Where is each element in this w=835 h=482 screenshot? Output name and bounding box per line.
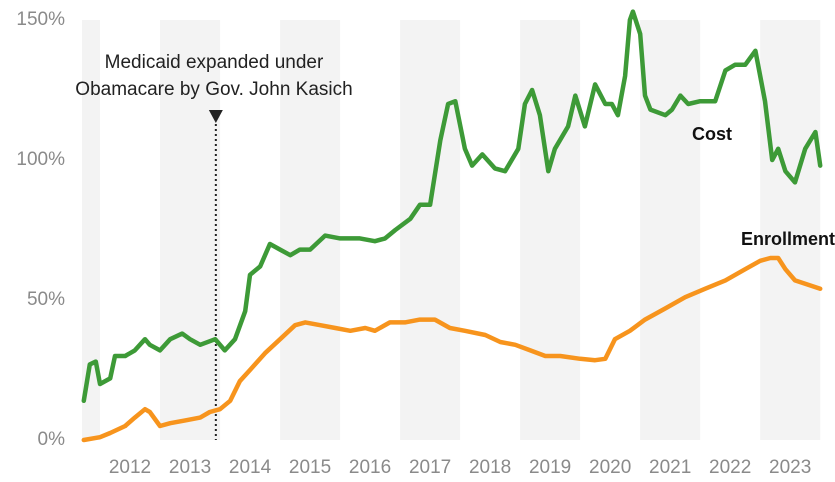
series-label: Cost (692, 124, 732, 144)
y-tick-label: 150% (16, 9, 65, 30)
series-line (81, 9, 823, 404)
x-tick-label: 2018 (469, 457, 511, 478)
year-band (520, 20, 581, 440)
annotation-line: Medicaid expanded under (105, 52, 324, 73)
axes: 0% 50% 100% 150% 2012 2013 2014 2015 2016 2017 201… (16, 9, 811, 478)
x-tick-label: 2013 (169, 457, 211, 478)
annotation-line: Obamacare by Gov. John Kasich (75, 79, 352, 100)
year-band (160, 20, 221, 440)
year-bands (82, 20, 821, 440)
x-tick-label: 2022 (709, 457, 751, 478)
x-tick-label: 2023 (769, 457, 811, 478)
year-band (400, 20, 461, 440)
x-tick-label: 2017 (409, 457, 451, 478)
year-band (82, 20, 101, 440)
x-tick-label: 2014 (229, 457, 272, 478)
annotation-arrow (208, 110, 223, 123)
x-tick-label: 2019 (529, 457, 571, 478)
y-tick-label: 50% (27, 289, 65, 310)
x-tick-label: 2020 (589, 457, 631, 478)
x-tick-label: 2016 (349, 457, 391, 478)
year-band (280, 20, 341, 440)
lines (81, 9, 823, 443)
x-tick-label: 2012 (109, 457, 151, 478)
y-tick-label: 100% (16, 149, 65, 170)
series-label: Enrollment (741, 229, 835, 249)
y-tick-label: 0% (38, 429, 66, 450)
x-tick-label: 2021 (649, 457, 691, 478)
year-band (760, 20, 821, 440)
year-band (640, 20, 701, 440)
x-tick-label: 2015 (289, 457, 331, 478)
series-line (81, 255, 823, 443)
